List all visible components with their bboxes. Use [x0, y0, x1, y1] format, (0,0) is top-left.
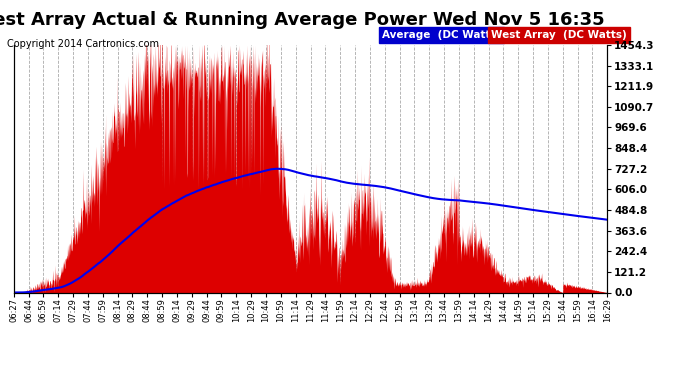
Text: West Array Actual & Running Average Power Wed Nov 5 16:35: West Array Actual & Running Average Powe… — [0, 11, 605, 29]
Text: Average  (DC Watts): Average (DC Watts) — [382, 30, 501, 40]
Text: West Array  (DC Watts): West Array (DC Watts) — [491, 30, 627, 40]
Text: Copyright 2014 Cartronics.com: Copyright 2014 Cartronics.com — [7, 39, 159, 50]
